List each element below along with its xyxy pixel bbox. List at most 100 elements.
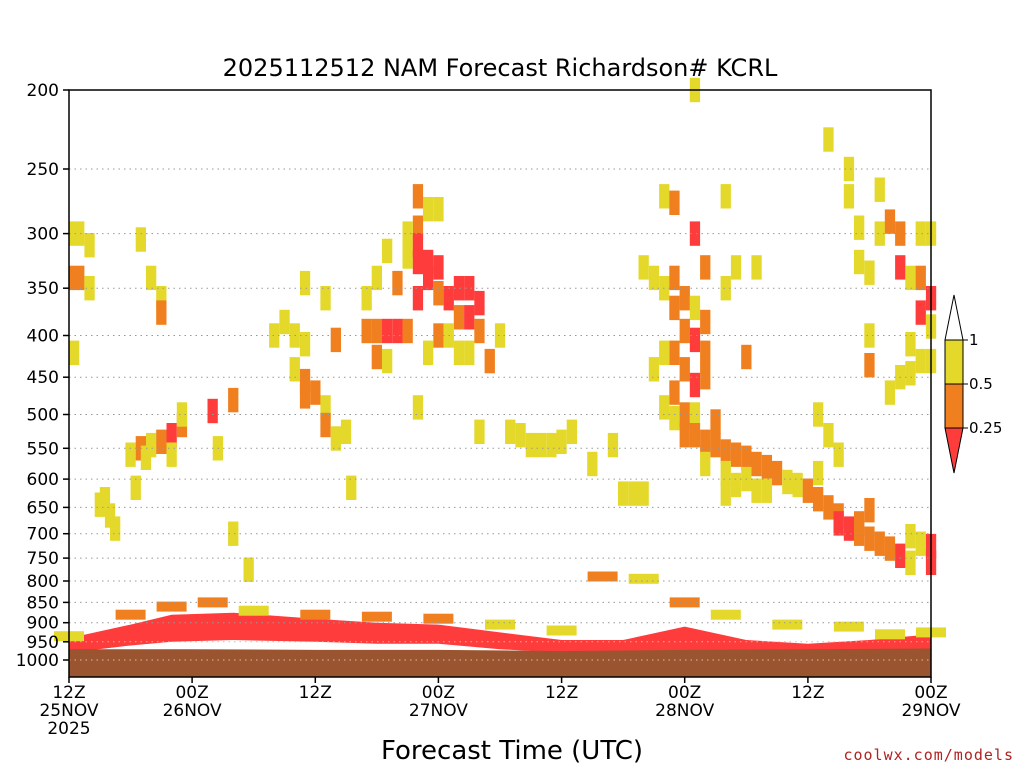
y-tick-label: 350 <box>27 279 59 299</box>
ri-cell <box>433 197 444 222</box>
ri-cell <box>720 276 731 301</box>
credit-link[interactable]: coolwx.com/models <box>843 746 1014 764</box>
ri-cell <box>905 550 916 575</box>
ri-cell <box>700 365 711 390</box>
ri-cell <box>382 348 393 374</box>
ri-cell <box>843 516 855 541</box>
ri-cell <box>679 423 690 448</box>
ri-cell <box>771 460 783 486</box>
x-tick-label: 27NOV <box>409 701 468 721</box>
ri-cell <box>474 290 485 316</box>
ri-cell <box>453 305 465 330</box>
ri-cell <box>679 286 690 311</box>
ri-cell <box>269 323 280 348</box>
y-tick-label: 550 <box>27 439 59 459</box>
ri-cell <box>464 340 475 365</box>
ri-cell <box>607 432 619 458</box>
x-tick-label: 12Z <box>299 683 332 703</box>
ri-cell <box>433 281 444 306</box>
ri-cell <box>299 368 311 394</box>
ri-cell <box>474 419 485 444</box>
colorbar-top-triangle <box>944 294 964 341</box>
ri-cell <box>843 156 855 182</box>
colorbar-label: 1 <box>969 331 979 349</box>
ri-cell <box>689 327 701 353</box>
low-level-cap <box>772 619 803 630</box>
ground-fill <box>69 648 931 677</box>
ground-area <box>69 648 931 677</box>
ri-cell <box>833 511 844 536</box>
ri-cell <box>884 380 896 405</box>
ri-cell <box>905 524 916 549</box>
ri-cell <box>556 429 567 454</box>
ri-cell <box>813 460 824 486</box>
ri-cell <box>464 276 475 301</box>
ri-cell <box>628 481 639 506</box>
ri-cell <box>689 372 701 398</box>
y-tick-label: 600 <box>27 470 59 490</box>
plot-area <box>54 77 946 655</box>
ri-cell <box>330 327 341 353</box>
ri-cell <box>228 387 239 413</box>
ri-cell <box>905 361 916 386</box>
ri-cell <box>146 265 157 291</box>
ri-cell <box>412 215 424 240</box>
ri-cell <box>330 426 341 451</box>
ri-cell <box>895 543 906 568</box>
ri-cell <box>69 221 85 246</box>
ri-cell <box>915 531 926 556</box>
ri-cell <box>423 197 434 222</box>
ri-cell <box>392 270 403 296</box>
ri-cell <box>700 255 711 280</box>
ri-cell <box>453 276 465 301</box>
ri-cell <box>751 451 762 477</box>
ri-cell <box>864 260 875 285</box>
ri-cell <box>371 318 382 344</box>
ri-cell <box>720 481 731 506</box>
ri-cell <box>679 402 690 427</box>
ri-cell <box>730 442 742 467</box>
ri-cell <box>346 475 357 500</box>
ri-cell <box>905 332 916 357</box>
ri-cell <box>402 221 413 246</box>
ri-cell <box>299 332 311 357</box>
ri-cell <box>69 340 80 365</box>
y-tick-label: 1000 <box>16 651 59 671</box>
ri-cell <box>782 469 793 495</box>
ri-cell <box>474 318 485 344</box>
low-level-cap <box>156 601 187 612</box>
ri-cell <box>412 286 424 311</box>
ri-cell <box>412 233 424 258</box>
ri-cell <box>382 318 393 344</box>
low-level-cap <box>628 573 659 584</box>
ri-cell <box>84 276 95 301</box>
ri-cell <box>423 340 434 365</box>
ri-cell <box>843 184 855 209</box>
x-tick-label: 2025 <box>47 719 90 739</box>
ri-cell <box>340 419 352 444</box>
ri-cell <box>412 249 424 275</box>
ri-cell <box>176 402 188 427</box>
y-tick-label: 200 <box>27 81 59 101</box>
ri-cell <box>915 348 926 374</box>
chart-title: 2025112512 NAM Forecast Richardson# KCRL <box>223 54 778 82</box>
x-tick-label: 00Z <box>422 683 455 703</box>
ri-cell <box>854 215 865 240</box>
ri-cell <box>700 309 711 335</box>
ri-cell <box>761 454 772 480</box>
x-tick-label: 00Z <box>668 683 701 703</box>
ri-cell <box>689 221 701 246</box>
y-axis: 200 250 300 350 400 450 500 550 600 650 700 750 8008… <box>16 81 69 671</box>
ri-cell <box>915 300 926 325</box>
ri-cell <box>135 227 146 252</box>
ri-cell <box>730 472 742 498</box>
ri-cell <box>140 445 152 470</box>
ri-cell <box>669 295 680 321</box>
ri-cell <box>94 492 105 517</box>
ri-cell <box>669 380 680 405</box>
ri-cell <box>423 265 434 291</box>
ri-cell <box>648 265 660 291</box>
x-axis-label: Forecast Time (UTC) <box>381 736 643 766</box>
